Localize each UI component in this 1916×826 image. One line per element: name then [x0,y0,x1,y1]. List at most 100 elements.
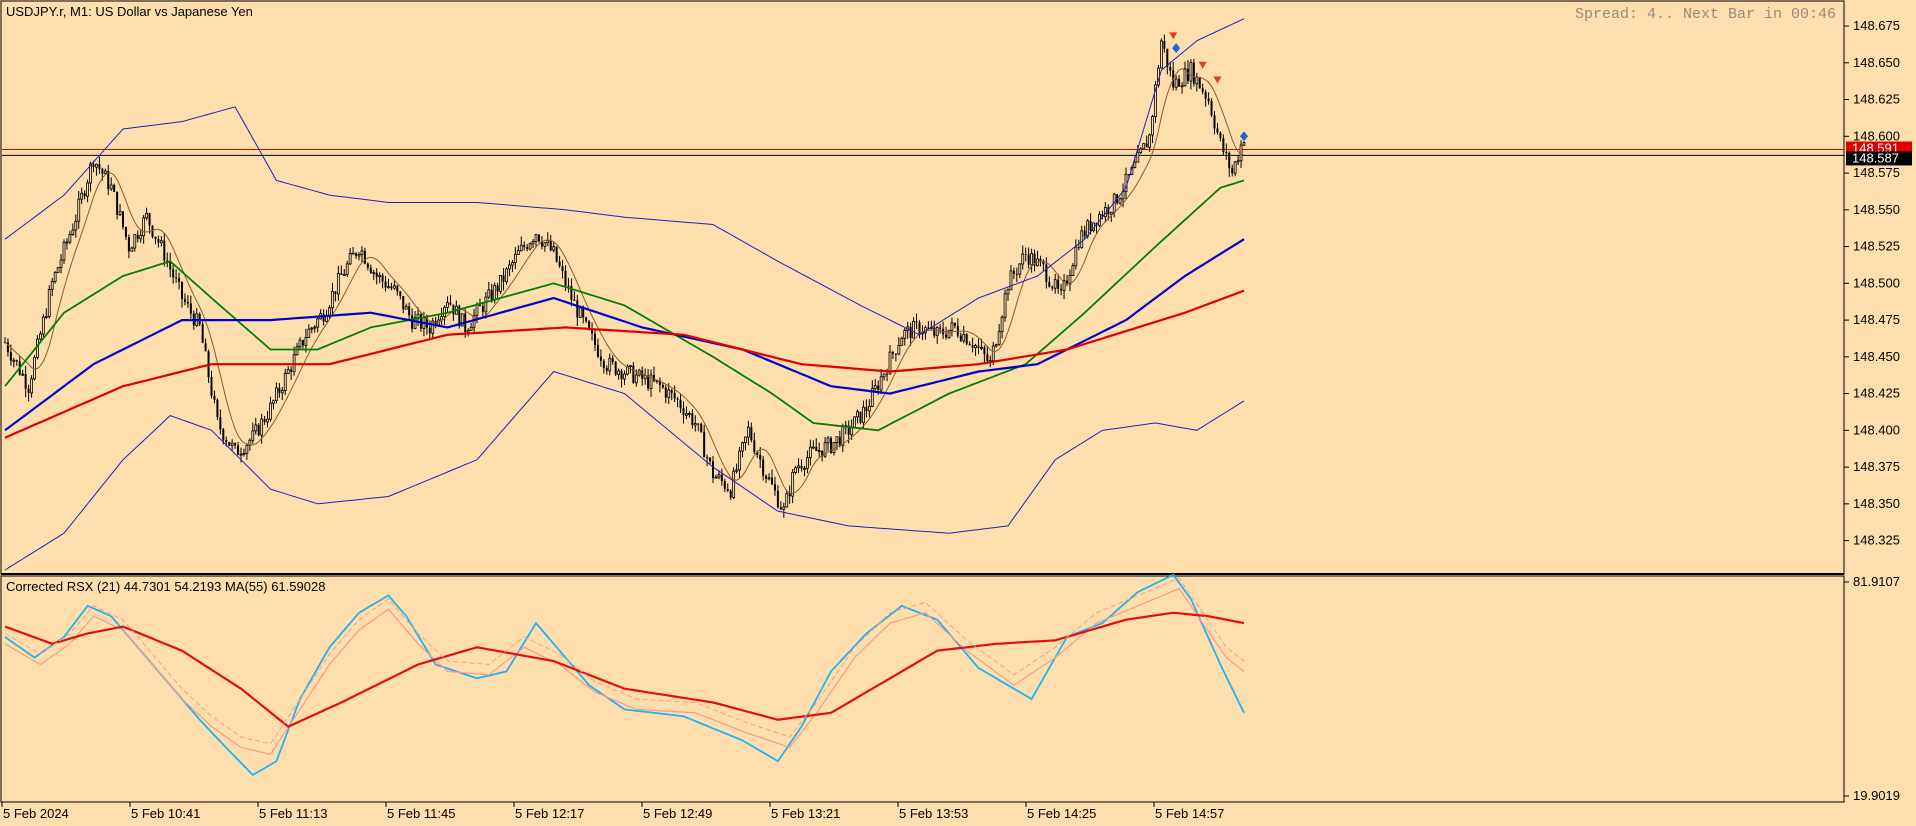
candle-body-up [1053,279,1057,289]
candle-body-up [1062,280,1066,291]
candle-body-up [738,450,741,471]
candle-body-down [213,395,216,400]
candle [947,329,951,340]
candle [523,241,526,251]
candle [1172,62,1175,91]
candle-body-up [578,307,582,318]
candle-body-up [1136,152,1140,163]
candle [1030,248,1033,273]
candle-body-up [505,268,508,283]
candle [375,268,378,285]
candle [481,303,484,317]
candle-body-down [765,475,768,479]
candle [800,459,803,472]
candle [502,268,505,291]
candle-body-down [771,477,773,485]
candle [118,203,122,217]
candle-body-down [384,281,387,288]
candle-body-down [210,377,213,396]
candle-body-up [159,240,163,244]
candle [838,430,841,448]
candle-body-down [369,267,372,274]
candle-body-up [732,470,736,498]
candle [552,242,556,253]
candle-body-down [939,327,942,329]
candle [301,339,304,349]
candle-body-up [947,329,951,338]
candle-body-up [239,453,243,456]
candle-body-up [980,346,983,349]
candle [1024,247,1027,262]
candle [602,359,605,374]
candle-body-down [189,303,192,314]
candle [605,365,608,375]
candle [322,309,325,326]
candle-body-down [1107,207,1110,215]
candle [765,474,768,484]
candle-body-down [720,474,723,482]
candle-body-down [1145,143,1148,148]
candle [794,465,797,475]
candle [1178,75,1181,87]
candle-body-up [74,220,78,231]
candle [204,338,207,352]
candle-body-down [490,289,493,301]
rsx-y-tick-label: 19.9019 [1853,788,1900,803]
candle-body-down [779,507,782,510]
candle [151,225,154,239]
candle-body-down [567,285,570,287]
candle-body-down [877,385,880,391]
candle-body-down [1042,260,1045,265]
candle-body-down [661,384,664,388]
candle-body-down [334,291,337,295]
candle-body-up [935,327,939,337]
candle-body-down [847,425,850,435]
candle [534,233,538,248]
candle-body-down [594,333,596,346]
candle [830,436,832,454]
bollinger-lower-line [4,370,1245,571]
candle [283,368,287,396]
candle-body-up [487,289,491,298]
candle [505,267,508,285]
candle-body-up [245,444,249,454]
candle-body-up [266,418,269,423]
candle [1231,164,1234,177]
candle-body-up [516,250,520,255]
candle [1160,38,1163,69]
candle [237,441,240,456]
candle [159,235,163,247]
candle [1198,76,1201,89]
candle-body-down [186,301,189,304]
candle-body-down [92,163,95,168]
candle-body-up [80,192,84,200]
candle-body-down [175,277,178,279]
candle-body-down [1024,253,1027,255]
candle-body-up [1154,84,1157,117]
candle-body-down [1045,264,1048,283]
candle [1139,147,1143,155]
candle-body-up [1151,116,1154,136]
candle-body-up [626,365,629,375]
candle [172,264,175,284]
candle-body-up [510,262,514,266]
candle [785,489,789,508]
candle [773,476,776,496]
candle [478,298,481,307]
candle-body-up [534,234,538,242]
signal-diamond-4 [1240,131,1248,142]
candle-body-down [257,424,260,436]
rsx-panel-frame [0,575,1845,803]
candle-body-down [585,317,588,322]
candle-body-up [357,253,361,257]
x-tick-label: 5 Feb 13:21 [771,806,840,821]
candle-body-down [1201,88,1204,92]
candle [779,501,782,511]
candle-body-up [741,442,744,452]
candle [499,274,503,295]
y-tick-label: 148.625 [1853,92,1900,107]
candle-body-down [968,344,971,346]
candle [709,456,712,465]
candle [676,396,679,408]
candle-body-up [1000,316,1004,333]
